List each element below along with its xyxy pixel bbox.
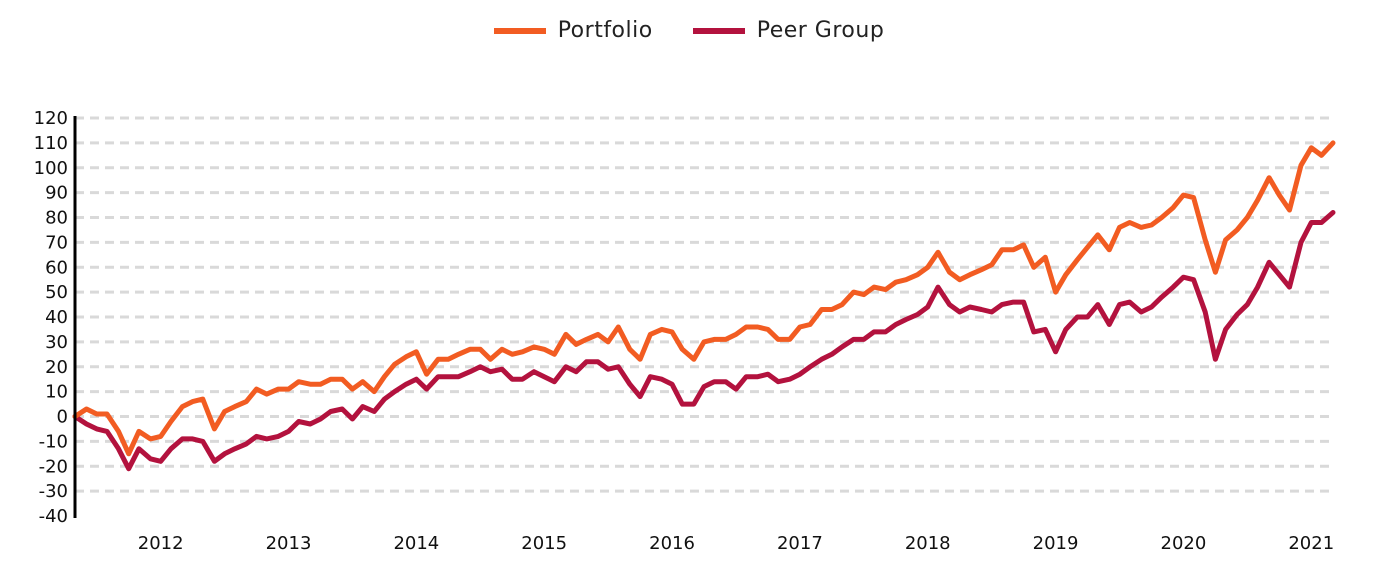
y-tick-label: 10 [45,382,68,403]
series-line-portfolio[interactable] [72,140,1336,457]
x-tick-label: 2019 [1033,533,1079,554]
legend-label-portfolio: Portfolio [557,18,653,43]
y-tick-label: 70 [45,232,68,253]
x-axis-tick-labels: 2012 2013 2014 2015 2016 2017 2018 2019 2020 2021 [138,533,1334,554]
x-tick-label: 2020 [1161,533,1207,554]
legend: Portfolio Peer Group [0,18,1378,43]
gridlines [75,116,1333,493]
y-tick-label: 90 [45,183,68,204]
y-axis-tick-labels: -40 -30 -20 -10 0 10 20 30 40 50 60 70 80 90 100 110 120 [34,108,68,527]
y-tick-label: -10 [39,431,68,452]
y-tick-label: 40 [45,307,68,328]
y-tick-label: 50 [45,282,68,303]
y-tick-label: -30 [39,481,68,502]
x-tick-label: 2012 [138,533,184,554]
y-tick-label: 110 [34,133,68,154]
y-tick-label: 60 [45,257,68,278]
x-tick-label: 2014 [393,533,439,554]
x-tick-label: 2015 [521,533,567,554]
y-tick-label: -40 [39,506,68,527]
legend-swatch-peer-group [692,27,745,34]
x-tick-label: 2018 [905,533,951,554]
y-tick-label: 80 [45,208,68,229]
x-tick-label: 2016 [649,533,695,554]
series-lines [72,140,1336,472]
y-tick-label: 30 [45,332,68,353]
y-tick-label: 100 [34,158,68,179]
legend-swatch-portfolio [493,27,546,34]
legend-label-peer-group: Peer Group [756,18,885,43]
y-tick-label: 120 [34,108,68,129]
x-tick-label: 2013 [266,533,312,554]
y-tick-label: 20 [45,357,68,378]
y-tick-label: -20 [39,456,68,477]
legend-item-portfolio[interactable]: Portfolio [493,18,653,43]
x-tick-label: 2017 [777,533,823,554]
x-tick-label: 2021 [1288,533,1334,554]
y-tick-label: 0 [57,407,68,428]
legend-item-peer-group[interactable]: Peer Group [692,18,885,43]
series-line-peer-group[interactable] [72,210,1336,472]
